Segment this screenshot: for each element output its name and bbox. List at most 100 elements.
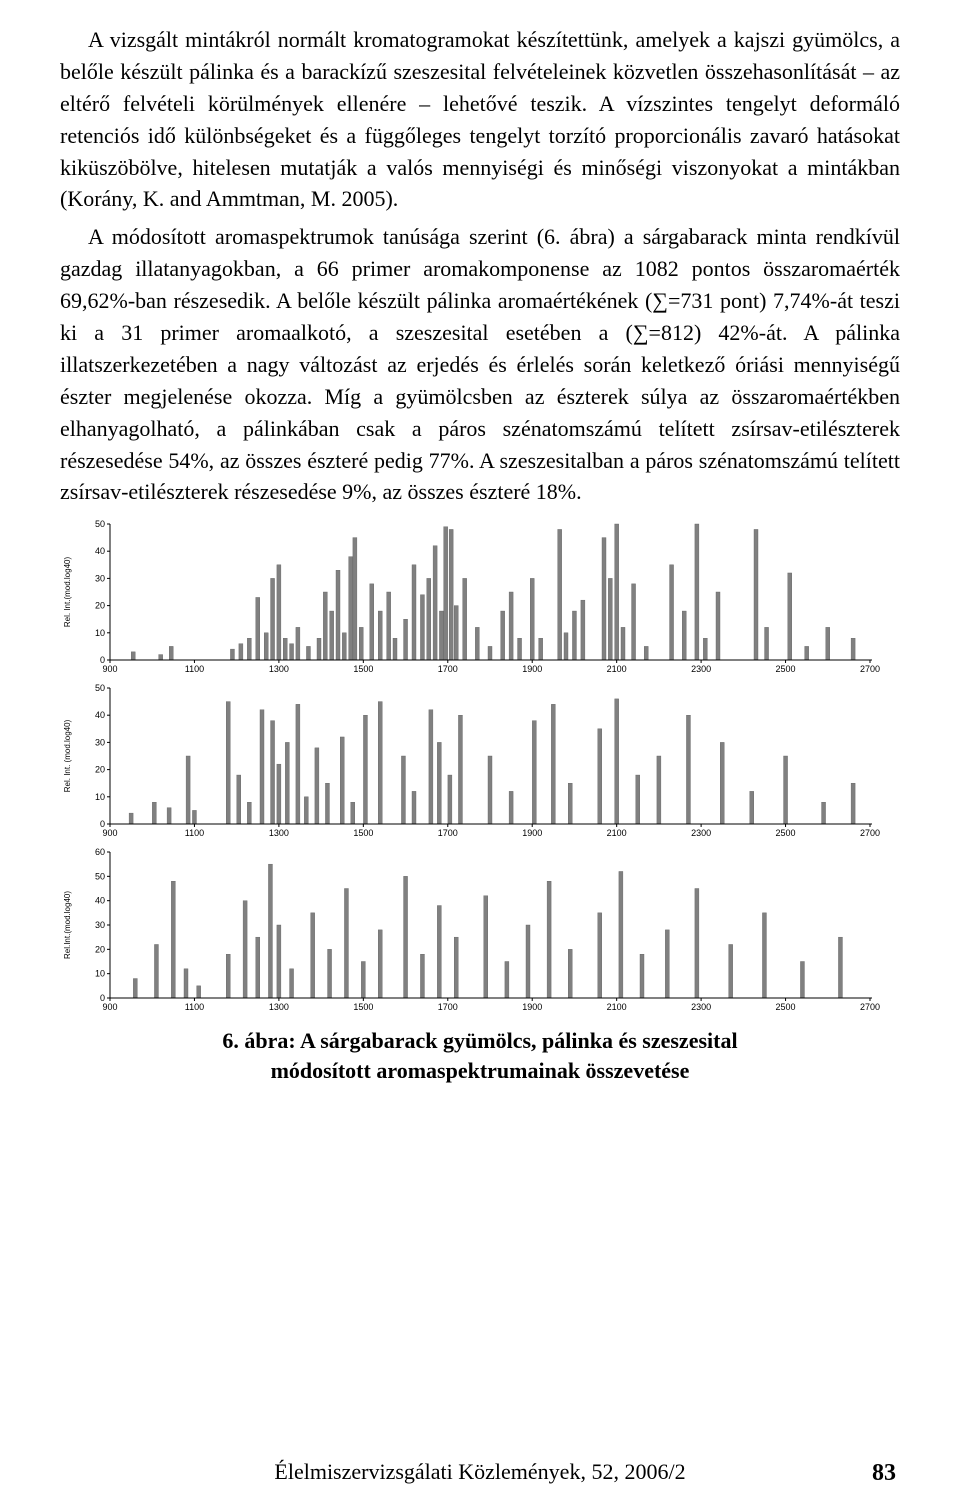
spectrum-bar bbox=[509, 792, 513, 825]
spectrum-svg-1: Rel. Int.(mod.log40)01020304050900110013… bbox=[60, 518, 880, 678]
spectrum-bar bbox=[277, 765, 281, 825]
spectrum-bar bbox=[581, 601, 585, 661]
spectrum-bar bbox=[323, 592, 327, 660]
spectrum-bar bbox=[336, 571, 340, 661]
y-tick-label: 40 bbox=[95, 896, 105, 906]
y-tick-label: 30 bbox=[95, 738, 105, 748]
spectrum-bar bbox=[169, 647, 173, 661]
spectrum-bar bbox=[420, 955, 424, 999]
spectrum-bar bbox=[703, 639, 707, 661]
x-tick-label: 2500 bbox=[776, 828, 796, 838]
spectrum-bar bbox=[547, 882, 551, 999]
x-tick-label: 1900 bbox=[522, 828, 542, 838]
x-tick-label: 2100 bbox=[607, 1002, 627, 1012]
spectrum-bar bbox=[230, 649, 234, 660]
spectrum-bar bbox=[361, 962, 365, 999]
spectrum-bar bbox=[342, 633, 346, 660]
spectrum-bar bbox=[427, 579, 431, 661]
spectrum-bar bbox=[437, 906, 441, 998]
spectrum-bar bbox=[277, 565, 281, 660]
spectrum-bar bbox=[159, 655, 163, 660]
spectrum-bar bbox=[484, 896, 488, 998]
spectrum-bar bbox=[325, 784, 329, 825]
spectrum-bar bbox=[271, 721, 275, 824]
x-tick-label: 2300 bbox=[691, 1002, 711, 1012]
spectrum-bar bbox=[788, 573, 792, 660]
spectrum-bar bbox=[306, 647, 310, 661]
y-axis-label: Rel. Int. (mod.log40) bbox=[63, 720, 72, 793]
spectrum-bar bbox=[167, 808, 171, 824]
spectrum-bar bbox=[598, 729, 602, 824]
paragraph-1-text: A vizsgált mintákról normált kromatogram… bbox=[60, 27, 900, 211]
x-tick-label: 1300 bbox=[269, 664, 289, 674]
spectrum-bar bbox=[439, 611, 443, 660]
journal-footer: Élelmiszervizsgálati Közlemények, 52, 20… bbox=[0, 1459, 960, 1485]
spectrum-bar bbox=[449, 530, 453, 661]
x-tick-label: 1700 bbox=[438, 664, 458, 674]
spectrum-bar bbox=[412, 565, 416, 660]
x-tick-label: 2500 bbox=[776, 1002, 796, 1012]
spectrum-bar bbox=[762, 913, 766, 998]
spectrum-bar bbox=[315, 748, 319, 824]
spectrum-bar bbox=[695, 524, 699, 660]
y-tick-label: 50 bbox=[95, 519, 105, 529]
spectrum-bar bbox=[154, 945, 158, 999]
spectrum-bar bbox=[665, 930, 669, 998]
page-number: 83 bbox=[872, 1460, 896, 1487]
spectrum-bar bbox=[805, 647, 809, 661]
spectrum-bar bbox=[539, 639, 543, 661]
spectrum-bar bbox=[256, 938, 260, 999]
spectrum-bar bbox=[283, 639, 287, 661]
spectrum-bar bbox=[851, 639, 855, 661]
spectrum-bar bbox=[729, 945, 733, 999]
y-tick-label: 50 bbox=[95, 872, 105, 882]
x-tick-label: 1900 bbox=[522, 1002, 542, 1012]
spectrum-bar bbox=[340, 737, 344, 824]
x-tick-label: 900 bbox=[102, 828, 117, 838]
spectrum-bar bbox=[750, 792, 754, 825]
spectrum-bar bbox=[644, 647, 648, 661]
spectrum-bar bbox=[448, 775, 452, 824]
spectrum-bar bbox=[256, 598, 260, 661]
spectrum-bar bbox=[351, 803, 355, 825]
spectrum-panel-1: Rel. Int.(mod.log40)01020304050900110013… bbox=[60, 518, 900, 678]
footer-text: Élelmiszervizsgálati Közlemények, 52, 20… bbox=[274, 1459, 685, 1484]
y-tick-label: 30 bbox=[95, 574, 105, 584]
spectrum-bar bbox=[131, 652, 135, 660]
spectrum-bar bbox=[311, 913, 315, 998]
spectrum-bar bbox=[344, 889, 348, 999]
spectrum-bar bbox=[784, 756, 788, 824]
x-tick-label: 1500 bbox=[353, 828, 373, 838]
y-axis-label: Rel. Int.(mod.log40) bbox=[63, 557, 72, 628]
spectrum-bar bbox=[247, 639, 251, 661]
spectrum-bar bbox=[501, 611, 505, 660]
spectrum-bar bbox=[695, 889, 699, 999]
spectrum-bar bbox=[682, 611, 686, 660]
spectrum-bar bbox=[133, 979, 137, 998]
spectrum-bar bbox=[243, 901, 247, 998]
spectrum-bar bbox=[526, 925, 530, 998]
spectrum-svg-3: Rel.Int.(mod.log40)010203040506090011001… bbox=[60, 846, 880, 1016]
x-tick-label: 1500 bbox=[353, 664, 373, 674]
paragraph-2: A módosított aromaspektrumok tanúsága sz… bbox=[60, 221, 900, 508]
x-tick-label: 1100 bbox=[185, 1002, 204, 1012]
spectrum-bar bbox=[619, 872, 623, 999]
spectrum-bar bbox=[509, 592, 513, 660]
spectrum-bar bbox=[317, 639, 321, 661]
x-tick-label: 1300 bbox=[269, 1002, 289, 1012]
y-tick-label: 20 bbox=[95, 601, 105, 611]
y-tick-label: 60 bbox=[95, 847, 105, 857]
spectrum-bar bbox=[488, 756, 492, 824]
spectrum-bar bbox=[192, 811, 196, 825]
spectrum-bar bbox=[412, 792, 416, 825]
spectrum-bar bbox=[454, 938, 458, 999]
y-tick-label: 10 bbox=[95, 792, 105, 802]
spectrum-bar bbox=[838, 938, 842, 999]
spectrum-bar bbox=[437, 743, 441, 825]
spectrum-bar bbox=[686, 716, 690, 825]
spectrum-bar bbox=[640, 955, 644, 999]
x-tick-label: 2300 bbox=[691, 664, 711, 674]
spectrum-bar bbox=[271, 579, 275, 661]
spectrum-bar bbox=[572, 611, 576, 660]
x-tick-label: 2300 bbox=[691, 828, 711, 838]
